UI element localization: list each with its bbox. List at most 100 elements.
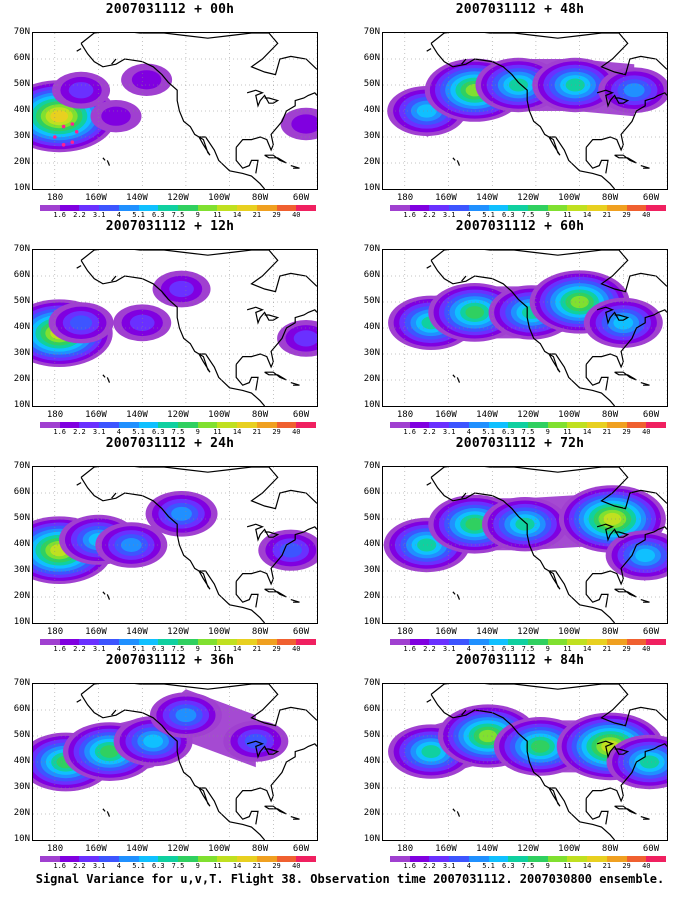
- lat-tick-label: 40N: [363, 105, 380, 115]
- figure-caption: Signal Variance for u,v,T. Flight 38. Ob…: [35, 872, 665, 886]
- colorbar-label: 4: [116, 862, 121, 870]
- colorbar-label: 1.6: [403, 211, 417, 219]
- colorbar-swatch: [429, 639, 450, 645]
- coastline: [80, 684, 317, 727]
- coastline: [596, 740, 630, 759]
- colorbar-label: 29: [622, 428, 631, 436]
- colorbar: [40, 205, 317, 211]
- coastlines: [76, 467, 317, 623]
- variance-contour: [120, 538, 142, 552]
- lon-tick-label: 80W: [251, 844, 269, 854]
- coastline: [235, 147, 259, 174]
- colorbar-swatch: [508, 422, 529, 428]
- variance-contour: [465, 517, 485, 531]
- lon-tick-label: 80W: [601, 410, 619, 420]
- variance-contour: [293, 330, 317, 347]
- coastline: [614, 805, 637, 815]
- graticule: [383, 684, 667, 840]
- colorbar-label: 4: [116, 428, 121, 436]
- lat-tick-label: 40N: [13, 105, 30, 115]
- lat-tick-label: 10N: [363, 183, 380, 193]
- lat-tick-label: 70N: [363, 678, 380, 688]
- coastline: [426, 482, 432, 486]
- colorbar-label: 9: [195, 862, 200, 870]
- coastline: [235, 581, 259, 608]
- colorbar-swatch: [646, 205, 667, 211]
- lat-tick-label: 50N: [363, 79, 380, 89]
- colorbar-swatch: [646, 639, 667, 645]
- lon-tick-label: 180: [396, 410, 414, 420]
- lat-tick-label: 60N: [13, 53, 30, 63]
- lat-tick-label: 70N: [13, 244, 30, 254]
- lat-tick-label: 40N: [363, 322, 380, 332]
- colorbar-swatch: [59, 856, 80, 862]
- colorbar-swatch: [118, 639, 139, 645]
- lat-tick-label: 30N: [13, 348, 30, 358]
- coastline: [235, 743, 317, 803]
- coastline: [76, 48, 82, 52]
- colorbar-swatch: [178, 856, 198, 862]
- coastline: [290, 599, 300, 603]
- lon-tick-label: 160W: [85, 410, 107, 420]
- colorbar-labels: 1.6 2.2 3.1 4 5.1 6.3 7.5 9 11 14 21 29 40: [390, 646, 666, 655]
- colorbar-swatch: [449, 639, 469, 645]
- lon-tick-label: 180: [396, 844, 414, 854]
- colorbar-label: 6.3: [151, 211, 165, 219]
- lat-tick-label: 40N: [363, 539, 380, 549]
- colorbar-swatch: [256, 639, 277, 645]
- coastline: [290, 165, 300, 169]
- colorbar-swatch: [449, 205, 469, 211]
- colorbar-swatch: [59, 205, 80, 211]
- colorbar-label: 9: [545, 211, 550, 219]
- coastline: [430, 477, 616, 623]
- lon-tick-label: 140W: [126, 410, 148, 420]
- coastline: [640, 382, 650, 386]
- lat-tick-label: 70N: [13, 461, 30, 471]
- colorbar-swatch: [276, 639, 297, 645]
- lon-tick-label: 160W: [85, 844, 107, 854]
- colorbar-label: 3.1: [92, 211, 106, 219]
- map-plot-area: [32, 249, 318, 407]
- lon-tick-label: 120W: [517, 844, 539, 854]
- lat-tick-label: 50N: [363, 513, 380, 523]
- colorbar-swatch: [40, 205, 60, 211]
- variance-contour: [69, 315, 93, 331]
- colorbar-swatch: [468, 422, 489, 428]
- colorbar-swatch: [217, 205, 238, 211]
- colorbar-label: 4: [466, 862, 471, 870]
- colorbar-labels: 1.6 2.2 3.1 4 5.1 6.3 7.5 9 11 14 21 29 40: [40, 646, 316, 655]
- colorbar-swatch: [197, 639, 218, 645]
- colorbar-swatch: [626, 205, 647, 211]
- panel-title: 2007031112 + 24h: [105, 436, 235, 451]
- colorbar-label: 1.6: [403, 645, 417, 653]
- colorbar-label: 9: [195, 645, 200, 653]
- coastline: [585, 743, 667, 803]
- coastline: [430, 43, 616, 189]
- lat-tick-label: 70N: [363, 27, 380, 37]
- variance-contour: [639, 755, 660, 769]
- colorbar-swatch: [256, 422, 277, 428]
- coastline: [246, 89, 280, 108]
- colorbar-label: 7.5: [521, 211, 535, 219]
- colorbar-label: 21: [602, 862, 612, 870]
- colorbar-swatch: [626, 856, 647, 862]
- coastlines: [426, 33, 667, 189]
- colorbar-label: 40: [292, 428, 301, 436]
- lat-tick-label: 60N: [363, 270, 380, 280]
- colorbar-label: 2.2: [73, 862, 86, 870]
- coastline: [596, 306, 630, 325]
- colorbar-swatch: [429, 422, 450, 428]
- coastline: [290, 382, 300, 386]
- lat-tick-label: 50N: [13, 79, 30, 89]
- variance-contour: [508, 78, 529, 92]
- colorbar-swatch: [276, 856, 297, 862]
- flight-track-point: [61, 124, 66, 129]
- lon-tick-label: 100W: [558, 410, 580, 420]
- colorbar-label: 14: [582, 645, 592, 653]
- colorbar-swatch: [587, 856, 607, 862]
- colorbar-swatch: [217, 639, 238, 645]
- map-panel: 2007031112 + 24h 70N 60N 50N 40N 30N 20N 10N 180…: [0, 436, 340, 653]
- flight-track-point: [74, 130, 79, 134]
- colorbar-label: 40: [642, 645, 651, 653]
- colorbar-label: 6.3: [501, 862, 515, 870]
